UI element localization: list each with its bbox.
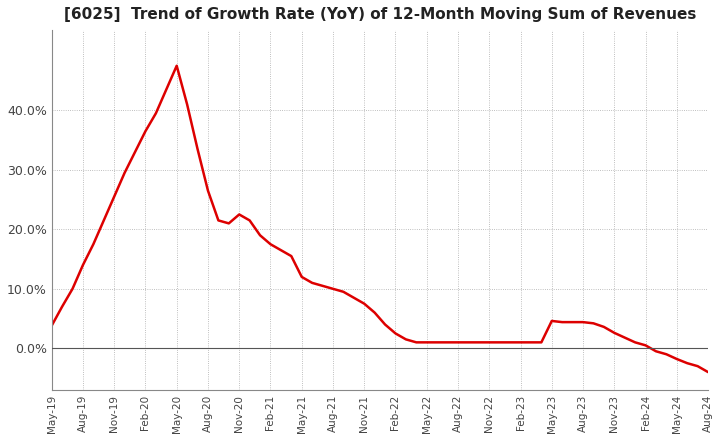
Title: [6025]  Trend of Growth Rate (YoY) of 12-Month Moving Sum of Revenues: [6025] Trend of Growth Rate (YoY) of 12-…	[63, 7, 696, 22]
